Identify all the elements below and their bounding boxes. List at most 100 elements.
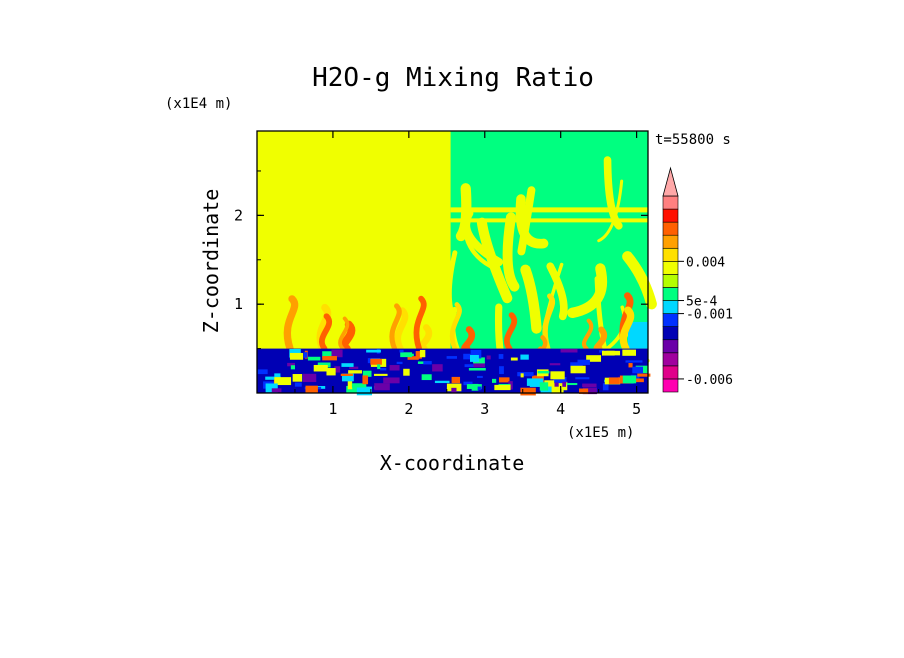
turbulent-patch — [551, 381, 568, 391]
turbulent-patch — [419, 349, 426, 358]
turbulent-patch — [586, 355, 602, 362]
turbulent-patch — [274, 377, 292, 386]
plume — [619, 306, 635, 353]
moist-filament — [515, 194, 549, 249]
turbulent-patch — [517, 372, 534, 377]
turbulent-patch — [606, 350, 621, 356]
turbulent-patch — [432, 364, 443, 372]
turbulent-patch — [302, 373, 317, 383]
turbulent-patch — [550, 371, 565, 380]
turbulent-patch — [622, 349, 637, 356]
turbulent-patch — [400, 352, 413, 358]
turbulent-patch — [289, 352, 304, 360]
turbulent-patch — [331, 349, 343, 358]
cyan-patch — [628, 321, 648, 349]
turbulent-patch — [265, 376, 281, 380]
turbulent-patch — [608, 377, 620, 384]
turbulent-patch — [347, 380, 353, 390]
turbulent-patch — [421, 374, 432, 381]
turbulent-patch — [491, 378, 497, 383]
turbulent-patch — [322, 351, 336, 358]
turbulent-patch — [383, 377, 400, 384]
plume — [338, 316, 350, 351]
turbulent-patch — [407, 356, 419, 360]
turbulent-patch — [477, 386, 482, 391]
turbulent-patch — [566, 383, 578, 386]
moist-filament — [446, 250, 458, 323]
moist-filament — [520, 264, 542, 334]
turbulent-patch — [303, 352, 308, 358]
turbulent-patch — [287, 362, 295, 367]
plume — [582, 318, 594, 351]
moist-filament — [476, 217, 513, 304]
turbulent-patch — [423, 361, 432, 365]
colorbar-label: -0.001 — [686, 308, 733, 323]
turbulent-patch — [374, 383, 390, 391]
turbulent-patch — [550, 387, 564, 394]
turbulent-patch — [582, 383, 597, 388]
colorbar-bin — [662, 195, 679, 210]
turbulent-patch — [341, 373, 354, 382]
turbulent-patch — [510, 357, 518, 361]
turbulent-patch — [346, 385, 361, 394]
turbulent-patch — [486, 355, 491, 360]
turbulent-layer — [257, 348, 651, 396]
turbulent-patch — [446, 383, 462, 392]
turbulent-patch — [554, 382, 559, 387]
turbulent-patch — [356, 386, 372, 396]
turbulent-patch — [271, 388, 282, 393]
turbulent-patch — [322, 356, 337, 361]
turbulent-patch — [348, 370, 363, 374]
colorbar-bin — [662, 326, 679, 341]
y-axis-label: Z-coordinate — [199, 189, 223, 334]
colorbar-label: -0.006 — [686, 373, 733, 388]
turbulent-patch — [370, 358, 382, 365]
turbulent-patch — [562, 381, 567, 387]
turbulent-patch — [380, 368, 387, 371]
colorbar-bin — [662, 221, 679, 236]
plume — [389, 303, 402, 352]
colorbar-bin — [662, 300, 679, 314]
turbulent-patch — [290, 365, 295, 370]
plume — [461, 326, 475, 352]
turbulent-patch — [470, 349, 482, 359]
x-tick-label: 4 — [556, 400, 565, 418]
colorbar-bin — [662, 313, 679, 327]
turbulent-patch — [499, 377, 510, 383]
turbulent-patch — [349, 366, 359, 369]
turbulent-patch — [560, 349, 578, 353]
turbulent-patch — [446, 356, 458, 359]
axis-ticks: 1 2 3 4 5 1 2 — [234, 131, 648, 418]
turbulent-patch — [334, 366, 341, 373]
turbulent-patch — [341, 363, 354, 367]
turbulent-patch — [377, 364, 381, 370]
turbulent-patch — [326, 368, 336, 376]
turbulent-patch — [463, 381, 473, 386]
moist-filament — [502, 212, 520, 292]
turbulent-patch — [577, 359, 590, 365]
colorbar-label: 0.004 — [686, 255, 725, 270]
turbulent-patch — [313, 364, 328, 372]
turbulent-patch — [539, 382, 549, 391]
colorbar-bin — [662, 234, 679, 249]
moist-filament — [461, 203, 493, 269]
chart-title: H2O-g Mixing Ratio — [312, 63, 594, 93]
turbulent-patch — [625, 360, 643, 363]
moist-filament — [517, 186, 536, 256]
colorbar-bin — [662, 365, 679, 380]
turbulent-patch — [417, 361, 425, 364]
turbulent-patch — [582, 387, 597, 395]
turbulent-patch — [305, 385, 318, 393]
turbulent-patch — [632, 366, 643, 374]
turbulent-patch — [476, 375, 483, 378]
colorbar-bin — [662, 274, 679, 288]
colorbar-bin — [662, 378, 679, 393]
turbulent-patch — [553, 376, 567, 384]
plume — [504, 312, 517, 352]
turbulent-patch — [399, 349, 404, 353]
turbulent-patch — [294, 382, 302, 387]
turbulent-patch — [468, 368, 486, 371]
x-tick-label: 2 — [404, 400, 413, 418]
